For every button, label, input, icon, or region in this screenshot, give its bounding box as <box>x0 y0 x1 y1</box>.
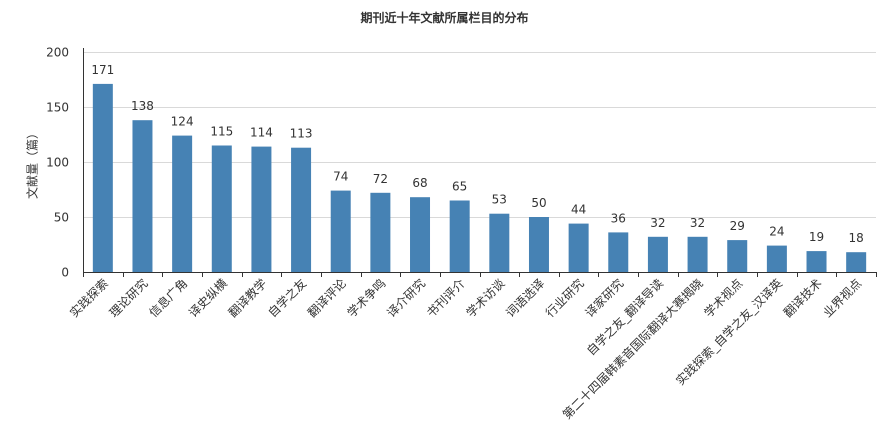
data-label: 44 <box>571 203 586 217</box>
x-tick-label: 词语选译 <box>503 276 547 320</box>
data-label: 124 <box>171 115 194 129</box>
data-label: 114 <box>250 126 273 140</box>
grid-lines <box>83 52 876 218</box>
bar <box>608 232 629 272</box>
x-tick-labels: 实践探索理论研究信息广角译史纵横翻译教学自学之友翻译评论学术争鸣译介研究书刊评介… <box>66 276 864 422</box>
data-label: 171 <box>91 63 114 77</box>
bar <box>449 200 470 272</box>
x-tick-label: 翻译评论 <box>305 276 349 320</box>
bar <box>291 147 312 272</box>
bar <box>727 240 748 272</box>
data-label: 72 <box>373 172 388 186</box>
y-tick-label: 200 <box>46 46 69 60</box>
bar <box>211 145 232 272</box>
data-label: 68 <box>412 176 427 190</box>
data-label: 115 <box>210 125 233 139</box>
x-tick-label: 学术争鸣 <box>344 276 389 321</box>
data-label: 65 <box>452 180 467 194</box>
data-label: 24 <box>769 225 784 239</box>
bar <box>568 223 589 272</box>
x-tick-label: 实践探索 <box>66 276 111 321</box>
bar <box>370 192 391 272</box>
y-tick-label: 150 <box>46 101 69 115</box>
data-label: 19 <box>809 230 824 244</box>
x-tick-label: 翻译技术 <box>781 276 825 320</box>
bar <box>251 146 272 272</box>
y-tick-labels: 0 50 100 150 200 <box>46 46 69 280</box>
data-label: 36 <box>611 211 626 225</box>
y-tick-label: 50 <box>54 211 69 225</box>
bar <box>687 236 708 272</box>
bar <box>806 251 827 272</box>
data-label: 32 <box>650 216 665 230</box>
data-label: 74 <box>333 170 348 184</box>
x-tick-label: 行业研究 <box>542 276 587 321</box>
data-label: 32 <box>690 216 705 230</box>
bar <box>489 213 510 272</box>
bar <box>132 120 153 272</box>
y-tick-label: 100 <box>46 156 69 170</box>
x-tick-label: 译介研究 <box>384 276 429 321</box>
data-label: 50 <box>531 196 546 210</box>
x-tick-label: 译史纵横 <box>186 276 230 320</box>
axes <box>83 48 877 277</box>
x-tick-label: 信息广角 <box>146 276 191 321</box>
x-tick-label: 理论研究 <box>106 276 151 321</box>
x-tick-label: 翻译教学 <box>225 276 270 321</box>
bar <box>766 245 787 272</box>
x-tick-label: 学术访谈 <box>463 276 508 321</box>
data-label: 113 <box>290 127 313 141</box>
bar <box>647 236 668 272</box>
data-labels: 171 138 124 115 114 113 74 72 68 65 53 50 44 36 32 32 29… <box>91 63 863 245</box>
x-tick-label: 自学之友 <box>265 276 310 321</box>
bar <box>410 197 431 272</box>
y-tick-label: 0 <box>61 266 69 280</box>
x-tick-label: 自学之友_翻译导读 <box>583 276 666 359</box>
data-label: 18 <box>849 231 864 245</box>
data-label: 138 <box>131 99 154 113</box>
bar <box>846 252 867 272</box>
bar <box>330 190 351 272</box>
data-label: 29 <box>730 219 745 233</box>
x-tick-label: 书刊评介 <box>424 276 468 320</box>
x-tick-label: 业界视点 <box>820 276 865 321</box>
bar <box>172 135 193 272</box>
bar <box>528 217 549 272</box>
bars <box>92 83 867 273</box>
bar <box>92 83 113 273</box>
chart-title: 期刊近十年文献所属栏目的分布 <box>360 11 529 25</box>
x-tick-label: 第二十四届韩素音国际翻译大赛揭晓 <box>559 276 705 422</box>
data-label: 53 <box>492 193 507 207</box>
